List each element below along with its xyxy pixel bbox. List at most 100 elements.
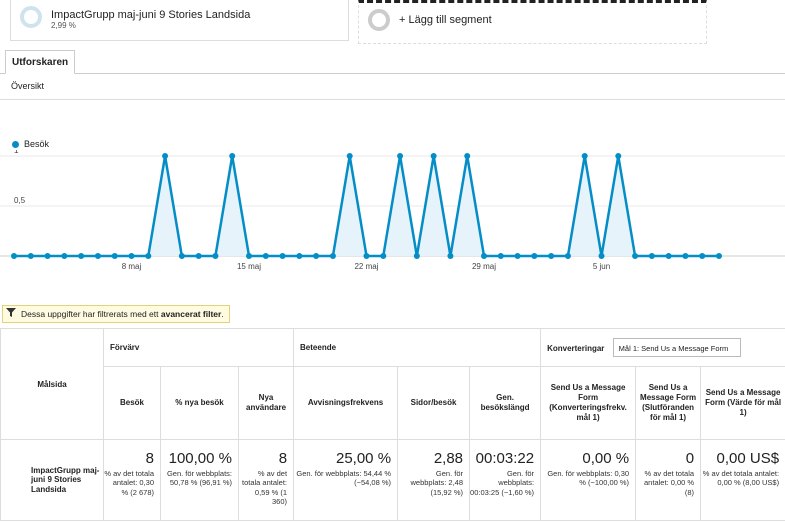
segment-percent: 2,99 % bbox=[51, 21, 76, 30]
col-avg-duration[interactable]: Gen. besökslängd bbox=[469, 366, 542, 440]
data-point bbox=[279, 253, 286, 259]
data-point bbox=[598, 253, 605, 259]
data-point bbox=[346, 153, 353, 159]
cell-sub: % av det totala antalet: 0,30 % (2 678) bbox=[104, 469, 154, 497]
segment-card-active[interactable]: ImpactGrupp maj-juni 9 Stories Landsida … bbox=[10, 0, 349, 41]
cell-pages-per-visit: 2,88 Gen. för webbplats: 2,48 (15,92 %) bbox=[397, 439, 471, 521]
data-point bbox=[380, 253, 387, 259]
chart-legend[interactable]: Besök bbox=[12, 139, 49, 149]
add-segment-ring-icon bbox=[368, 9, 390, 31]
col-new-users[interactable]: Nya användare bbox=[237, 366, 295, 440]
y-tick-label: 0,5 bbox=[14, 196, 26, 205]
legend-dot-icon bbox=[12, 140, 19, 148]
data-point bbox=[648, 253, 655, 259]
data-point bbox=[682, 253, 689, 259]
add-segment-card[interactable]: + Lägg till segment bbox=[358, 0, 707, 44]
data-point bbox=[413, 253, 420, 259]
subnav-overview[interactable]: Översikt bbox=[11, 81, 45, 91]
col-pages-per-visit[interactable]: Sidor/besök bbox=[397, 366, 471, 440]
cell-value: 25,00 % bbox=[335, 450, 392, 467]
cell-visits: 8 % av det totala antalet: 0,30 % (2 678) bbox=[103, 439, 161, 521]
add-segment-label[interactable]: + Lägg till segment bbox=[399, 14, 492, 26]
data-point bbox=[44, 253, 51, 259]
group-acquisition: Förvärv bbox=[102, 328, 295, 367]
data-point bbox=[27, 253, 34, 259]
cell-goal1-value: 0,00 US$ % av det totala antalet: 0,00 % … bbox=[700, 439, 785, 521]
data-point bbox=[111, 253, 118, 259]
chart-x-labels: 8 maj 15 maj 22 maj 29 maj 5 jun bbox=[122, 262, 610, 271]
data-point bbox=[363, 253, 370, 259]
row-label: ImpactGrupp maj-juni 9 Stories Landsida bbox=[0, 439, 104, 521]
cell-new-users: 8 % av det totala antalet: 0,59 % (1 360) bbox=[237, 439, 295, 521]
chart-area bbox=[14, 156, 719, 256]
cell-value: 8 bbox=[145, 450, 154, 467]
cell-sub: Gen. för webbplats: 0,30 % (−100,00 %) bbox=[547, 469, 630, 488]
x-tick-label: 8 maj bbox=[122, 262, 142, 271]
x-tick-label: 29 maj bbox=[472, 262, 496, 271]
data-point bbox=[615, 153, 622, 159]
cell-goal1-completions: 0 % av det totala antalet: 0,00 % (8) bbox=[635, 439, 702, 521]
goal-select[interactable]: Mål 1: Send Us a Message Form bbox=[612, 338, 741, 357]
group-behavior: Beteende bbox=[293, 328, 542, 367]
area-fill bbox=[14, 156, 719, 256]
data-point bbox=[548, 253, 555, 259]
filter-suffix: . bbox=[221, 309, 224, 319]
data-point bbox=[246, 253, 252, 259]
data-point bbox=[447, 253, 454, 259]
data-point bbox=[430, 153, 437, 159]
cell-new-visits-pct: 100,00 % Gen. för webbplats: 50,78 % (96,… bbox=[160, 439, 239, 521]
y-tick-label: 1 bbox=[14, 150, 19, 155]
cell-value: 0,00 US$ bbox=[716, 450, 780, 467]
advanced-filter-link[interactable]: avancerat filter bbox=[160, 309, 222, 319]
col-new-visits-pct[interactable]: % nya besök bbox=[160, 366, 239, 440]
cell-sub: Gen. för webbplats: 00:03:25 (−1,60 %) bbox=[470, 469, 535, 497]
cell-goal1-conv-rate: 0,00 % Gen. för webbplats: 0,30 % (−100,0… bbox=[540, 439, 637, 521]
data-point bbox=[78, 253, 85, 259]
col-visits[interactable]: Besök bbox=[103, 366, 161, 440]
cell-sub: Gen. för webbplats: 2,48 (15,92 %) bbox=[410, 469, 464, 497]
cell-sub: Gen. för webbplats: 54,44 % (−54,08 %) bbox=[296, 469, 392, 488]
data-point bbox=[195, 253, 202, 259]
data-point bbox=[313, 253, 320, 259]
data-point bbox=[145, 253, 152, 259]
data-point bbox=[497, 253, 504, 259]
data-point bbox=[464, 153, 471, 159]
cell-sub: Gen. för webbplats: 50,78 % (96,91 %) bbox=[166, 469, 232, 488]
group-conversions: Konverteringar Mål 1: Send Us a Message … bbox=[540, 328, 785, 367]
col-goal1-conv-rate[interactable]: Send Us a Message Form (Konverteringsfre… bbox=[540, 366, 637, 440]
chart-y-labels: 10,5 bbox=[14, 150, 26, 205]
x-tick-label: 5 jun bbox=[593, 262, 610, 271]
tab-explorer[interactable]: Utforskaren bbox=[5, 50, 76, 74]
cell-sub: % av det totala antalet: 0,00 % (8) bbox=[644, 469, 695, 497]
data-point bbox=[128, 253, 135, 259]
x-tick-label: 22 maj bbox=[354, 262, 378, 271]
cell-avg-duration: 00:03:22 Gen. för webbplats: 00:03:25 (−1… bbox=[469, 439, 542, 521]
data-point bbox=[162, 153, 169, 159]
divider bbox=[0, 99, 785, 100]
x-tick-label: 15 maj bbox=[237, 262, 261, 271]
cell-value: 100,00 % bbox=[168, 450, 232, 467]
filter-text: Dessa uppgifter har filtrerats med ett bbox=[21, 309, 159, 319]
segment-ring-icon bbox=[20, 6, 42, 28]
conversions-label: Konverteringar bbox=[547, 344, 605, 353]
segment-name: ImpactGrupp maj-juni 9 Stories Landsida bbox=[51, 9, 251, 21]
cell-sub: % av det totala antalet: 0,00 % (8,00 US… bbox=[702, 469, 780, 488]
col-bounce-rate[interactable]: Avvisningsfrekvens bbox=[293, 366, 399, 440]
data-point bbox=[212, 253, 219, 259]
data-point bbox=[94, 253, 101, 259]
visits-chart: 10,5 8 maj 15 maj 22 maj 29 maj 5 jun bbox=[0, 150, 785, 271]
col-goal1-value[interactable]: Send Us a Message Form (Värde för mål 1) bbox=[700, 366, 785, 440]
data-point bbox=[262, 253, 269, 259]
data-point bbox=[531, 253, 538, 259]
data-point bbox=[699, 253, 706, 259]
data-point bbox=[11, 253, 17, 259]
data-point bbox=[329, 253, 336, 259]
cell-value: 00:03:22 bbox=[475, 450, 535, 467]
data-point bbox=[564, 253, 571, 259]
row-header-landing-page[interactable]: Målsida bbox=[0, 328, 104, 440]
data-point bbox=[716, 253, 722, 259]
col-goal1-completions[interactable]: Send Us a Message Form (Slutföranden för… bbox=[635, 366, 702, 440]
cell-sub: % av det totala antalet: 0,59 % (1 360) bbox=[241, 469, 288, 507]
tab-bar: Utforskaren bbox=[0, 50, 785, 74]
data-point bbox=[296, 253, 303, 259]
